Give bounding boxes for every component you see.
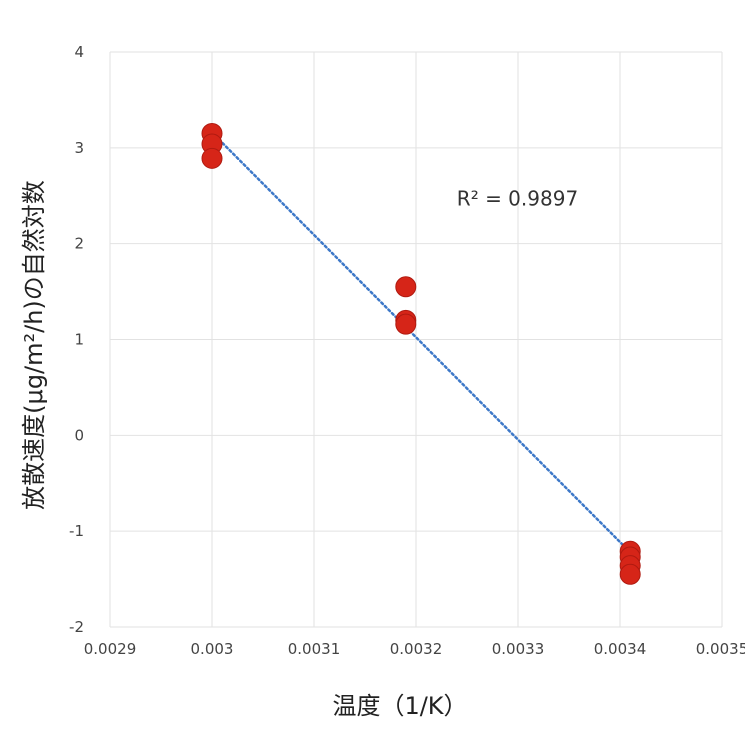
data-point xyxy=(395,313,417,335)
x-tick-label: 0.003 xyxy=(191,640,234,658)
y-axis-title: 放散速度(μg/m²/h)の自然対数 xyxy=(20,180,48,510)
data-point xyxy=(201,147,223,169)
trendline xyxy=(210,131,632,554)
x-tick-label: 0.0032 xyxy=(390,640,443,658)
x-tick-label: 0.0034 xyxy=(594,640,647,658)
x-tick-label: 0.0035 xyxy=(696,640,745,658)
x-tick-label: 0.0031 xyxy=(288,640,341,658)
y-tick-label: 2 xyxy=(74,235,84,253)
x-axis-title: 温度（1/K） xyxy=(332,692,467,720)
x-tick-label: 0.0029 xyxy=(84,640,137,658)
x-tick-label: 0.0033 xyxy=(492,640,545,658)
grid-layer xyxy=(109,51,723,628)
y-tick-label: -1 xyxy=(69,522,84,540)
y-tick-label: 4 xyxy=(74,43,84,61)
y-tick-label: 0 xyxy=(74,426,84,444)
data-point xyxy=(395,276,417,298)
data-point xyxy=(619,563,641,585)
point-layer xyxy=(201,122,641,585)
tick-layer: -2 -1 0 1 2 3 4 0.0029 0.003 0.0031 0.0032 0.0033 0.… xyxy=(69,43,745,658)
y-tick-label: 1 xyxy=(74,331,84,349)
y-tick-label: -2 xyxy=(69,618,84,636)
y-tick-label: 3 xyxy=(74,139,84,157)
trendline-layer xyxy=(210,131,632,554)
r-squared-annotation: R² = 0.9897 xyxy=(457,186,578,210)
